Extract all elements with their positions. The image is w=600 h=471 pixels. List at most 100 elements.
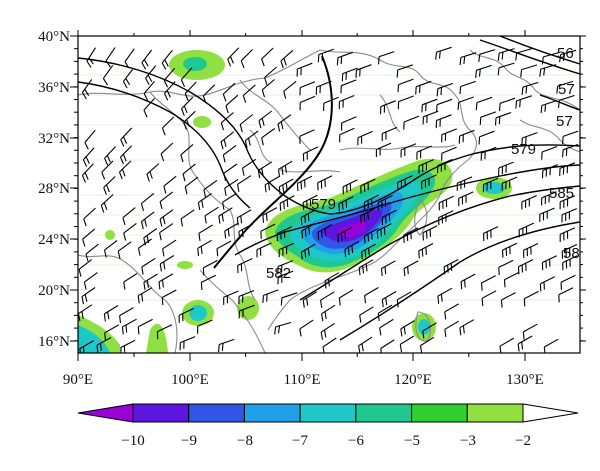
wind-barb	[197, 239, 212, 256]
wind-barb	[541, 52, 559, 65]
colorbar-label: −10	[121, 433, 144, 449]
lon-label: 130°E	[506, 372, 544, 388]
wind-barb	[400, 320, 415, 337]
wind-barb	[559, 195, 576, 210]
wind-barb	[244, 130, 259, 149]
wind-barbs	[78, 46, 579, 353]
wind-barb	[415, 80, 432, 95]
colorbar-label: −5	[404, 433, 420, 449]
wind-barb	[236, 209, 252, 226]
wind-barb	[360, 207, 376, 224]
wind-barb	[539, 207, 555, 222]
wind-barb	[543, 338, 559, 353]
wind-barb	[143, 80, 155, 101]
wind-barb	[399, 335, 415, 353]
wind-barb	[277, 114, 292, 132]
wind-barb	[422, 225, 438, 241]
wind-barb	[78, 304, 93, 322]
wind-barb	[156, 324, 173, 340]
map-frame	[77, 35, 581, 354]
wind-barb	[444, 303, 459, 320]
wind-barb	[258, 110, 273, 129]
wind-barb	[197, 193, 212, 211]
shade-patch-w	[105, 230, 115, 240]
wind-barb	[361, 243, 376, 260]
wind-barb	[264, 176, 280, 193]
wind-barb	[280, 49, 294, 69]
contour-label: 582	[266, 265, 291, 282]
wind-barb	[358, 336, 373, 353]
wind-barb	[81, 287, 96, 305]
wind-barb	[278, 242, 295, 258]
wind-barb	[421, 174, 437, 190]
wind-barb	[340, 79, 357, 94]
wind-barb	[377, 304, 393, 321]
wind-barb	[180, 209, 195, 227]
wind-barb	[184, 81, 197, 101]
wind-barb	[521, 132, 538, 146]
contour-label: 579	[511, 141, 536, 158]
wind-barb	[459, 52, 477, 66]
wind-barb	[240, 49, 253, 69]
wind-barb	[82, 228, 96, 247]
wind-barb	[101, 160, 114, 180]
wind-barb	[279, 195, 295, 211]
wind-barb	[222, 144, 237, 163]
wind-barb	[159, 255, 175, 272]
wind-barb	[216, 240, 232, 257]
wind-barb	[475, 96, 493, 111]
wind-barb	[317, 224, 333, 240]
wind-barb	[357, 130, 373, 146]
wind-barb	[521, 195, 537, 210]
wind-barb	[280, 292, 298, 306]
wind-barb	[381, 291, 397, 308]
wind-barb	[261, 79, 275, 98]
wind-barb	[360, 178, 376, 194]
wind-barb	[458, 191, 474, 207]
wind-barb	[262, 289, 279, 304]
wind-barb	[146, 163, 160, 182]
wind-barb	[238, 304, 255, 319]
wind-barb	[315, 80, 332, 95]
wind-barb	[118, 160, 132, 180]
wind-barb	[400, 143, 417, 158]
wind-barb	[164, 81, 176, 101]
wind-barb	[296, 62, 313, 77]
wind-barb	[202, 259, 218, 276]
wind-barb	[81, 79, 93, 100]
wind-barb	[444, 320, 459, 337]
colorbar-label: −3	[460, 433, 476, 449]
contour-labels: 579 579 582 585 57 57 56 58	[266, 45, 580, 282]
wind-barb	[220, 112, 234, 131]
colorbar-label: −7	[292, 433, 308, 449]
wind-barb	[102, 65, 114, 86]
contour-label: 585	[549, 185, 574, 202]
wind-barb	[104, 324, 119, 341]
wind-barb	[364, 287, 379, 304]
wind-barb	[159, 223, 174, 241]
wind-barb	[84, 129, 96, 150]
wind-barb	[562, 130, 579, 145]
wind-barb	[141, 49, 153, 70]
wind-barb	[561, 208, 578, 223]
colorbar-box	[355, 403, 413, 423]
wind-barb	[435, 46, 452, 60]
wind-barb	[475, 64, 492, 78]
wind-barb	[140, 211, 155, 230]
lat-label: 16°N	[38, 334, 70, 350]
wind-barb	[437, 287, 453, 304]
lon-label: 100°E	[171, 372, 209, 388]
wind-barb	[300, 243, 316, 260]
wind-barb	[515, 48, 533, 61]
wind-barb	[523, 290, 539, 307]
wind-barb	[480, 275, 496, 291]
wind-barb	[120, 127, 133, 147]
wind-barb	[396, 64, 413, 78]
wind-barb	[203, 179, 218, 198]
wind-barb	[83, 272, 98, 290]
colorbar-right-arrow	[522, 403, 579, 423]
wind-barb	[257, 161, 273, 179]
wind-barb	[122, 207, 136, 226]
map-plot-area: 579 579 582 585 57 57 56 58	[78, 36, 580, 353]
wind-barb	[422, 110, 439, 125]
